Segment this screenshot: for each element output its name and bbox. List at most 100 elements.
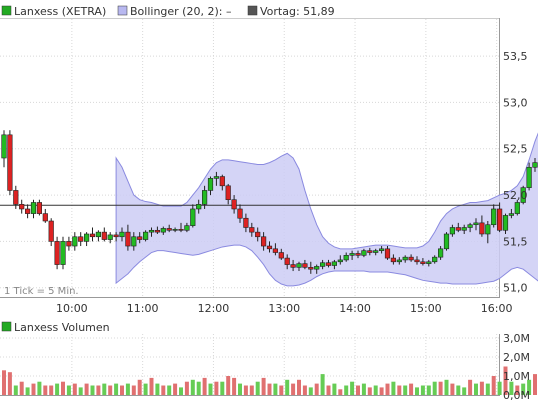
volume-horizontal-grid (0, 337, 500, 377)
candle (78, 232, 84, 247)
volume-bar (474, 383, 478, 395)
volume-bar (332, 383, 337, 395)
volume-y-axis: 0,0M 1,0M 2,0M 3,0M (503, 332, 530, 402)
volume-bar (521, 383, 526, 395)
candle-body (337, 259, 343, 263)
volume-tick-label: 3,0M (503, 332, 530, 345)
legend-label-lanxess: Lanxess (XETRA) (14, 5, 106, 18)
volume-bar (220, 381, 225, 395)
candle (260, 232, 267, 251)
candle (461, 224, 467, 234)
candle-body (202, 190, 208, 205)
candle-body (278, 252, 284, 259)
candle-body (502, 215, 509, 231)
volume-bar (190, 379, 195, 395)
candle (402, 255, 408, 263)
candle-body (349, 253, 355, 256)
candle (302, 259, 308, 270)
price-panel: 51,0 51,5 52,0 52,5 53,0 53,5 10:00 11:00 12:00… (0, 18, 538, 315)
candle (148, 227, 155, 237)
candle (361, 248, 367, 258)
candle (84, 232, 90, 247)
volume-bar (90, 385, 95, 395)
volume-bar (308, 387, 313, 395)
legend: Lanxess (XETRA) Bollinger (20, 2): – Vor… (1, 5, 335, 18)
candle-body (384, 248, 391, 259)
candle (408, 254, 414, 262)
volume-bar (96, 385, 101, 395)
candle (502, 213, 509, 234)
candle-body (296, 263, 302, 268)
candle-body (207, 178, 214, 191)
volume-title: Lanxess Volumen (14, 321, 110, 334)
candle-body (461, 227, 467, 231)
price-y-axis: 51,0 51,5 52,0 52,5 53,0 53,5 (503, 50, 528, 295)
volume-bar (338, 389, 343, 395)
candle-body (514, 202, 520, 214)
volume-bar (432, 381, 437, 395)
candle-body (508, 213, 515, 216)
volume-bar (137, 379, 142, 395)
volume-bar (515, 385, 520, 395)
volume-vertical-grid (71, 334, 498, 395)
candle-body (219, 176, 225, 187)
candle-body (526, 166, 532, 188)
volume-bar (249, 385, 254, 395)
candle-body (89, 233, 96, 238)
candle (349, 250, 355, 260)
candle (508, 208, 515, 219)
candle (437, 246, 444, 260)
volume-bar (7, 372, 12, 395)
candle-body (213, 176, 220, 179)
candle-body (467, 224, 473, 228)
candle (107, 232, 113, 244)
volume-bar (179, 387, 183, 395)
volume-bar (479, 381, 484, 395)
volume-bar (167, 385, 172, 395)
candle-body (361, 250, 367, 256)
candle (131, 232, 137, 251)
volume-bar (426, 385, 431, 395)
candle-body (284, 257, 290, 265)
candle-body (249, 227, 255, 233)
candle (66, 236, 72, 251)
volume-bar (214, 381, 219, 395)
candle-body (190, 208, 196, 226)
candle (455, 222, 461, 233)
candle (384, 246, 391, 260)
volume-bar (485, 383, 490, 395)
candle (449, 224, 456, 237)
volume-bar (491, 376, 496, 395)
candle-body (196, 204, 202, 210)
candle-body (479, 222, 485, 235)
candle-body (36, 202, 42, 214)
candle-body (390, 257, 397, 263)
candle-body (343, 255, 349, 261)
y-tick-label: 51,0 (503, 282, 528, 295)
candle-body (520, 187, 526, 203)
candle (355, 250, 361, 259)
volume-bar (66, 385, 71, 395)
legend-label-bollinger: Bollinger (20, 2): – (130, 5, 231, 18)
candle-body (95, 231, 101, 238)
candle (520, 185, 526, 205)
candle-body (119, 231, 125, 238)
volume-bar (291, 383, 296, 395)
volume-bar (243, 385, 248, 395)
volume-bar (255, 381, 260, 395)
candle (113, 232, 119, 242)
candle-body (237, 208, 243, 219)
candle-body (355, 253, 361, 256)
candle (367, 247, 373, 256)
volume-panel: Lanxess Volumen 0,0M 1,0M 2,0M 3,0M (0, 321, 537, 402)
candle-body (396, 259, 402, 263)
candle (237, 204, 243, 223)
volume-bar (344, 385, 349, 395)
candle-body (243, 217, 249, 228)
candles (1, 130, 538, 274)
volume-bar (356, 385, 360, 395)
candle-body (378, 248, 385, 251)
legend-swatch-bollinger (117, 5, 128, 16)
volume-bar (509, 381, 514, 395)
candle-body (532, 162, 538, 168)
